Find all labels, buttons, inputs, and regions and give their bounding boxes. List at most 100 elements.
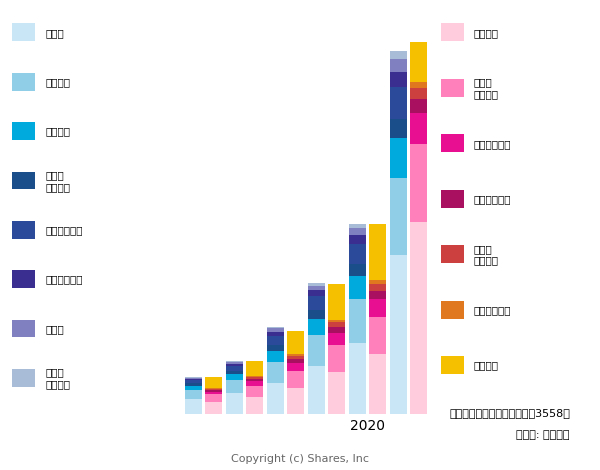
Bar — [267, 345, 284, 351]
Bar — [205, 388, 222, 389]
Text: 少数株主持分: 少数株主持分 — [474, 305, 511, 315]
Bar — [349, 224, 366, 228]
Bar — [185, 380, 202, 384]
Bar — [308, 286, 325, 290]
Text: 棚卸資産: 棚卸資産 — [45, 126, 70, 137]
Bar — [185, 379, 202, 380]
Bar — [308, 290, 325, 297]
Bar — [246, 379, 263, 381]
Bar — [390, 119, 407, 138]
Bar — [246, 386, 263, 397]
Bar — [226, 360, 244, 362]
Bar — [328, 320, 345, 322]
Bar — [349, 343, 366, 414]
Bar — [246, 397, 263, 414]
Bar — [205, 390, 222, 392]
Bar — [287, 363, 304, 371]
Bar — [410, 99, 427, 113]
Bar — [410, 42, 427, 82]
Bar — [328, 372, 345, 414]
Text: 売上債権: 売上債権 — [45, 77, 70, 87]
Bar — [328, 345, 345, 372]
Text: 仕入債務: 仕入債務 — [474, 28, 499, 38]
Bar — [390, 72, 407, 87]
Bar — [410, 88, 427, 99]
Bar — [390, 178, 407, 254]
Bar — [205, 394, 222, 402]
Bar — [267, 329, 284, 332]
Bar — [368, 317, 386, 354]
Bar — [308, 282, 325, 286]
Bar — [349, 228, 366, 235]
Bar — [287, 388, 304, 414]
Text: その他
固定負債: その他 固定負債 — [474, 244, 499, 266]
Bar — [205, 402, 222, 414]
Bar — [226, 393, 244, 414]
Bar — [226, 371, 244, 374]
Bar — [246, 360, 263, 376]
Text: その他
流動負債: その他 流動負債 — [474, 78, 499, 99]
Bar — [349, 244, 366, 264]
Text: その他
流動資産: その他 流動資産 — [45, 170, 70, 192]
Bar — [185, 378, 202, 379]
Bar — [328, 284, 345, 320]
Bar — [328, 322, 345, 327]
Bar — [287, 331, 304, 354]
Bar — [328, 333, 345, 345]
Bar — [349, 235, 366, 244]
Bar — [185, 399, 202, 414]
Bar — [390, 87, 407, 119]
Text: 有形固定資産: 有形固定資産 — [45, 225, 83, 235]
Bar — [226, 364, 244, 366]
Bar — [267, 351, 284, 362]
Bar — [410, 144, 427, 222]
Bar — [267, 336, 284, 345]
Bar — [349, 299, 366, 343]
Bar — [246, 381, 263, 386]
Bar — [185, 384, 202, 385]
Text: 長期借入金等: 長期借入金等 — [474, 194, 511, 204]
Bar — [368, 299, 386, 317]
Bar — [287, 354, 304, 356]
Bar — [287, 371, 304, 388]
Bar — [226, 362, 244, 364]
Bar — [328, 327, 345, 333]
Bar — [185, 377, 202, 378]
Bar — [246, 376, 263, 377]
Text: 現金等: 現金等 — [45, 28, 64, 38]
Bar — [267, 332, 284, 336]
Bar — [246, 377, 263, 379]
Bar — [368, 280, 386, 284]
Bar — [287, 359, 304, 363]
Text: 無形固定資産: 無形固定資産 — [45, 274, 83, 285]
Bar — [226, 366, 244, 371]
Text: ジェイドグループ株式会社（3558）: ジェイドグループ株式会社（3558） — [449, 408, 570, 418]
Bar — [267, 327, 284, 329]
Bar — [308, 335, 325, 367]
Bar — [185, 385, 202, 390]
Text: （単位: 百万円）: （単位: 百万円） — [517, 430, 570, 440]
Bar — [205, 392, 222, 394]
Bar — [368, 284, 386, 291]
Bar — [390, 59, 407, 72]
Bar — [410, 82, 427, 88]
Bar — [308, 367, 325, 414]
Bar — [390, 138, 407, 178]
Bar — [308, 297, 325, 311]
Bar — [390, 51, 407, 59]
Bar — [267, 362, 284, 383]
Text: その他
固定資産: その他 固定資産 — [45, 368, 70, 389]
Bar — [185, 390, 202, 399]
Bar — [308, 311, 325, 319]
Bar — [368, 354, 386, 414]
Bar — [267, 383, 284, 414]
Bar — [368, 291, 386, 299]
Bar — [390, 254, 407, 414]
Text: 投資等: 投資等 — [45, 324, 64, 334]
Bar — [349, 276, 366, 299]
Text: 短期借入金等: 短期借入金等 — [474, 139, 511, 149]
Bar — [226, 380, 244, 393]
Text: Copyright (c) Shares, Inc: Copyright (c) Shares, Inc — [231, 454, 369, 463]
Bar — [410, 113, 427, 144]
Bar — [226, 374, 244, 380]
